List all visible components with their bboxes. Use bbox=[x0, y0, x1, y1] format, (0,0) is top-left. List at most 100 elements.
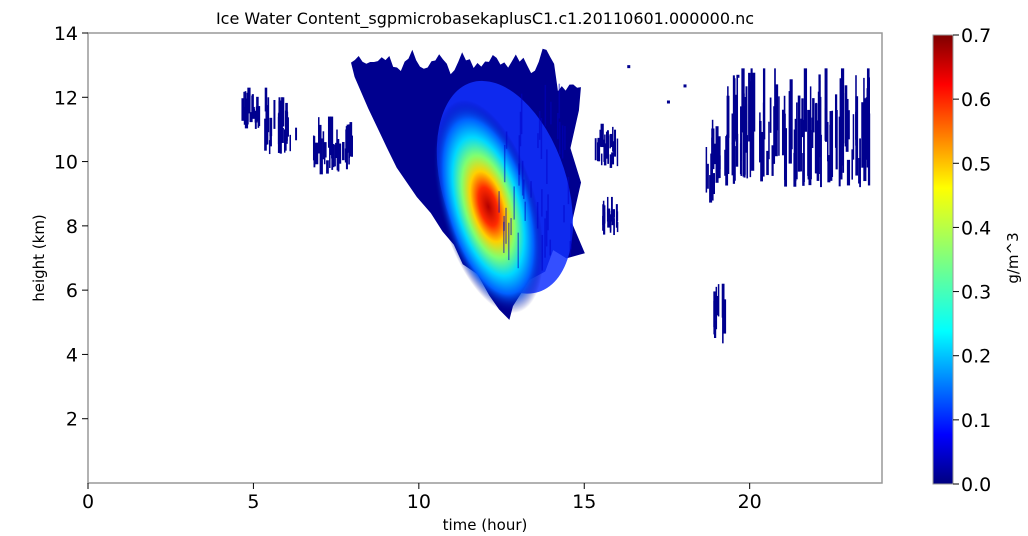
cirrus-streak bbox=[845, 98, 849, 152]
cirrus-streak bbox=[744, 104, 748, 136]
cirrus-streak bbox=[609, 214, 612, 231]
cirrus-streak bbox=[839, 117, 842, 144]
cirrus-streak bbox=[337, 143, 342, 164]
cirrus-streak bbox=[243, 91, 245, 121]
anvil-streak bbox=[558, 83, 561, 119]
colorbar-tick-label: 0.7 bbox=[961, 25, 991, 47]
cirrus-streak bbox=[257, 106, 261, 127]
cloud-cirrus-20-24h bbox=[724, 68, 871, 188]
cirrus-streak bbox=[732, 75, 735, 152]
anvil-streak bbox=[507, 222, 510, 261]
y-tick-label: 10 bbox=[54, 152, 78, 174]
x-tick-label: 15 bbox=[572, 491, 596, 513]
cirrus-streak bbox=[599, 129, 602, 147]
cirrus-streak bbox=[732, 137, 736, 184]
anvil-streak bbox=[541, 234, 544, 271]
colorbar-tick-label: 0.1 bbox=[961, 410, 991, 432]
cirrus-streak bbox=[717, 155, 721, 178]
cirrus-streak bbox=[594, 138, 597, 161]
anvil-streak bbox=[541, 189, 543, 217]
cirrus-streak bbox=[735, 133, 739, 167]
cirrus-streak bbox=[840, 68, 845, 144]
anvil-streak bbox=[523, 179, 525, 200]
cirrus-streak bbox=[335, 142, 338, 159]
cirrus-streak bbox=[812, 98, 815, 133]
cirrus-streak bbox=[803, 68, 808, 132]
cirrus-streak bbox=[346, 124, 350, 153]
cirrus-streak bbox=[244, 91, 247, 109]
anvil-streak bbox=[559, 121, 561, 155]
cirrus-streak bbox=[773, 106, 776, 164]
anvil-streak bbox=[537, 133, 539, 149]
cloud-thin-19h bbox=[705, 119, 721, 203]
cirrus-streak bbox=[336, 138, 340, 171]
cirrus-streak bbox=[867, 77, 870, 132]
cirrus-streak bbox=[740, 106, 742, 162]
cirrus-streak bbox=[851, 149, 853, 180]
colorbar-tick-label: 0.6 bbox=[961, 89, 991, 111]
cirrus-streak bbox=[273, 99, 276, 129]
cirrus-streak bbox=[727, 96, 730, 175]
y-tick-label: 12 bbox=[54, 87, 78, 109]
cirrus-streak bbox=[861, 102, 864, 168]
cirrus-streak bbox=[295, 127, 298, 141]
colorbar bbox=[932, 34, 954, 485]
anvil-streak bbox=[517, 232, 519, 269]
cirrus-streak bbox=[802, 153, 805, 186]
cirrus-streak bbox=[852, 114, 855, 160]
cirrus-streak bbox=[614, 129, 617, 157]
cirrus-streak bbox=[820, 134, 822, 188]
cloud-isolated-cirrus-3 bbox=[312, 116, 353, 175]
cirrus-streak bbox=[600, 123, 604, 148]
cirrus-streak bbox=[717, 284, 720, 317]
cirrus-streak bbox=[797, 95, 801, 172]
cirrus-streak bbox=[711, 128, 715, 170]
cirrus-streak bbox=[616, 211, 619, 221]
cirrus-streak bbox=[865, 97, 868, 150]
cirrus-streak bbox=[709, 175, 713, 203]
anvil-streak bbox=[544, 84, 547, 127]
colorbar-tick-label: 0.5 bbox=[961, 153, 991, 175]
cirrus-streak bbox=[278, 97, 281, 128]
cirrus-streak bbox=[835, 110, 838, 170]
cirrus-streak bbox=[800, 118, 802, 172]
anvil-streak bbox=[505, 207, 507, 244]
cirrus-streak bbox=[255, 109, 259, 121]
cirrus-streak bbox=[247, 87, 251, 114]
cirrus-streak bbox=[326, 160, 329, 174]
cirrus-streak bbox=[268, 140, 271, 155]
cirrus-streak bbox=[265, 105, 268, 123]
cirrus-streak bbox=[827, 155, 831, 183]
cirrus-streak bbox=[332, 143, 335, 168]
cirrus-streak bbox=[713, 300, 715, 335]
cirrus-streak bbox=[327, 116, 332, 148]
cirrus-streak bbox=[342, 141, 345, 161]
x-tick-label: 10 bbox=[407, 491, 431, 513]
cirrus-streak bbox=[778, 96, 780, 156]
y-axis: 2 4 6 8 10 12 14 bbox=[54, 23, 88, 431]
anvil-streak bbox=[513, 186, 515, 220]
cloud-isolated-cirrus-2 bbox=[264, 97, 298, 155]
cirrus-streak bbox=[345, 129, 347, 157]
cirrus-streak bbox=[322, 131, 325, 160]
cirrus-streak bbox=[748, 72, 751, 142]
cirrus-streak bbox=[761, 131, 765, 172]
anvil-streak bbox=[519, 111, 522, 147]
cirrus-streak bbox=[811, 117, 814, 149]
anvil-streak bbox=[544, 218, 546, 258]
cloud-speck bbox=[736, 74, 740, 78]
colorbar-axis: 0.0 0.1 0.2 0.3 0.4 0.5 0.6 0.7 bbox=[953, 25, 991, 496]
anvil-streak bbox=[563, 205, 565, 223]
cirrus-streak bbox=[710, 153, 712, 181]
cirrus-streak bbox=[734, 146, 736, 181]
anvil-streak bbox=[518, 135, 521, 175]
chart-title: Ice Water Content_sgpmicrobasekaplusC1.c… bbox=[216, 9, 754, 29]
cirrus-streak bbox=[609, 133, 613, 148]
cirrus-streak bbox=[808, 130, 812, 186]
y-tick-label: 6 bbox=[66, 280, 78, 302]
cirrus-streak bbox=[735, 94, 738, 140]
anvil-core bbox=[433, 100, 544, 314]
y-axis-label: height (km) bbox=[30, 214, 48, 302]
cirrus-streak bbox=[848, 110, 850, 140]
cirrus-streak bbox=[612, 209, 615, 218]
